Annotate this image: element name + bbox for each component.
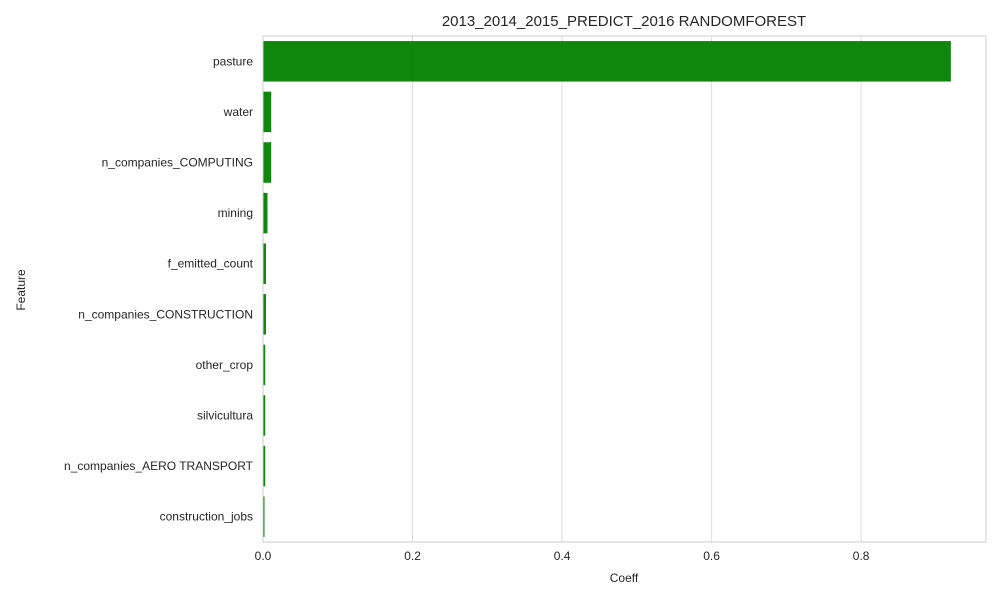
x-tick-label: 0.4 xyxy=(554,549,571,563)
chart-title: 2013_2014_2015_PREDICT_2016 RANDOMFOREST xyxy=(442,13,806,30)
x-tick-label: 0.6 xyxy=(703,549,720,563)
bar-n-companies-computing xyxy=(263,142,272,183)
x-tick-label: 0.0 xyxy=(255,549,272,563)
bar-f-emitted-count xyxy=(263,243,266,284)
bar-silvicultura xyxy=(263,395,266,436)
bar-other-crop xyxy=(263,344,266,386)
y-tick-label: n_companies_CONSTRUCTION xyxy=(78,307,253,321)
x-tick-label: 0.8 xyxy=(853,549,870,563)
bar-construction-jobs xyxy=(263,496,265,537)
bars xyxy=(263,41,951,537)
y-tick-label: mining xyxy=(218,206,253,220)
y-tick-label: n_companies_AERO TRANSPORT xyxy=(64,459,254,473)
bar-n-companies-aero-transport xyxy=(263,445,266,487)
x-tick-label: 0.2 xyxy=(404,549,421,563)
x-axis-label: Coeff xyxy=(610,571,639,585)
y-tick-label: n_companies_COMPUTING xyxy=(102,156,253,170)
y-tick-label: silvicultura xyxy=(197,409,253,423)
y-axis-label: Feature xyxy=(14,269,28,311)
bar-mining xyxy=(263,192,268,234)
bar-pasture xyxy=(263,41,951,82)
gridlines xyxy=(262,36,862,542)
y-tick-label: f_emitted_count xyxy=(168,257,254,271)
y-tick-label: other_crop xyxy=(196,358,254,372)
y-tick-label: construction_jobs xyxy=(160,510,253,524)
bar-n-companies-construction xyxy=(263,294,266,335)
y-tick-label: water xyxy=(223,105,253,119)
plot-frame xyxy=(262,35,987,543)
bar-water xyxy=(263,91,272,133)
y-tick-label: pasture xyxy=(213,54,253,68)
x-tick-labels: 0.0 0.2 0.4 0.6 0.8 xyxy=(255,549,870,563)
